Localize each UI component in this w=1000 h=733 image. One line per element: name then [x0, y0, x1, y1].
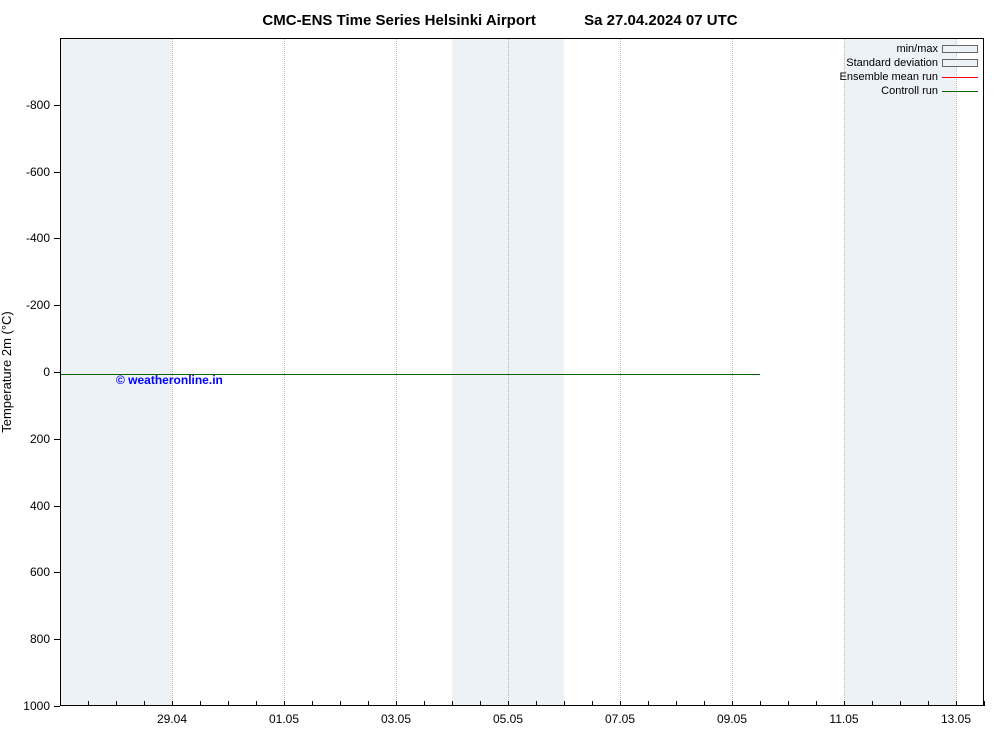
y-tick-mark — [54, 305, 60, 306]
y-tick-label: 200 — [0, 432, 50, 446]
legend-label: Ensemble mean run — [840, 71, 942, 83]
legend-entry: Ensemble mean run — [840, 70, 978, 84]
x-minor-tick — [200, 701, 201, 706]
x-minor-tick — [676, 701, 677, 706]
legend-label: min/max — [896, 43, 942, 55]
x-gridline — [620, 38, 621, 706]
x-minor-tick — [592, 701, 593, 706]
x-minor-tick — [116, 701, 117, 706]
x-minor-tick — [788, 701, 789, 706]
x-minor-tick — [424, 701, 425, 706]
x-minor-tick — [172, 701, 173, 706]
x-minor-tick — [368, 701, 369, 706]
x-minor-tick — [144, 701, 145, 706]
x-minor-tick — [956, 701, 957, 706]
y-tick-label: 400 — [0, 499, 50, 513]
x-minor-tick — [732, 701, 733, 706]
x-minor-tick — [508, 701, 509, 706]
x-minor-tick — [844, 701, 845, 706]
x-gridline — [284, 38, 285, 706]
x-tick-label: 01.05 — [269, 712, 299, 726]
x-tick-label: 07.05 — [605, 712, 635, 726]
legend-swatch — [942, 85, 978, 97]
x-minor-tick — [256, 701, 257, 706]
title-right: Sa 27.04.2024 07 UTC — [584, 12, 737, 29]
x-minor-tick — [284, 701, 285, 706]
y-tick-mark — [54, 105, 60, 106]
x-gridline — [508, 38, 509, 706]
y-tick-label: -600 — [0, 165, 50, 179]
x-minor-tick — [452, 701, 453, 706]
x-minor-tick — [928, 701, 929, 706]
x-minor-tick — [60, 701, 61, 706]
watermark: © weatheronline.in — [116, 373, 223, 387]
y-tick-label: -400 — [0, 231, 50, 245]
y-tick-mark — [54, 506, 60, 507]
y-axis-label: Temperature 2m (°C) — [0, 311, 14, 433]
y-tick-mark — [54, 706, 60, 707]
x-gridline — [956, 38, 957, 706]
y-tick-mark — [54, 572, 60, 573]
x-minor-tick — [816, 701, 817, 706]
legend-swatch — [942, 43, 978, 55]
y-tick-label: -800 — [0, 98, 50, 112]
legend-swatch — [942, 57, 978, 69]
legend: min/max Standard deviation Ensemble mean r… — [840, 42, 978, 98]
plot-area: 29.0401.0503.0505.0507.0509.0511.0513.05… — [60, 38, 984, 706]
x-tick-label: 13.05 — [941, 712, 971, 726]
y-tick-label: 1000 — [0, 699, 50, 713]
x-minor-tick — [648, 701, 649, 706]
x-tick-label: 09.05 — [717, 712, 747, 726]
title-left: CMC-ENS Time Series Helsinki Airport — [262, 12, 535, 29]
x-minor-tick — [88, 701, 89, 706]
legend-entry: Controll run — [840, 84, 978, 98]
x-minor-tick — [704, 701, 705, 706]
legend-label: Standard deviation — [846, 57, 942, 69]
x-tick-label: 05.05 — [493, 712, 523, 726]
y-tick-mark — [54, 238, 60, 239]
x-minor-tick — [872, 701, 873, 706]
x-minor-tick — [620, 701, 621, 706]
y-tick-mark — [54, 439, 60, 440]
legend-label: Controll run — [881, 85, 942, 97]
x-minor-tick — [536, 701, 537, 706]
y-tick-mark — [54, 172, 60, 173]
x-minor-tick — [312, 701, 313, 706]
x-minor-tick — [228, 701, 229, 706]
x-minor-tick — [564, 701, 565, 706]
x-gridline — [732, 38, 733, 706]
x-minor-tick — [396, 701, 397, 706]
x-minor-tick — [760, 701, 761, 706]
legend-entry: min/max — [840, 42, 978, 56]
y-tick-label: 600 — [0, 565, 50, 579]
x-minor-tick — [900, 701, 901, 706]
x-minor-tick — [480, 701, 481, 706]
chart-title: CMC-ENS Time Series Helsinki Airport Sa … — [0, 12, 1000, 29]
x-minor-tick — [984, 701, 985, 706]
x-tick-label: 03.05 — [381, 712, 411, 726]
y-tick-mark — [54, 639, 60, 640]
legend-swatch — [942, 71, 978, 83]
x-tick-label: 29.04 — [157, 712, 187, 726]
x-tick-label: 11.05 — [829, 712, 858, 726]
chart-container: { "title": { "left": "CMC-ENS Time Serie… — [0, 0, 1000, 733]
x-gridline — [844, 38, 845, 706]
legend-entry: Standard deviation — [840, 56, 978, 70]
y-tick-label: -200 — [0, 298, 50, 312]
x-gridline — [396, 38, 397, 706]
y-tick-label: 800 — [0, 632, 50, 646]
weekend-band — [844, 38, 956, 706]
x-minor-tick — [340, 701, 341, 706]
